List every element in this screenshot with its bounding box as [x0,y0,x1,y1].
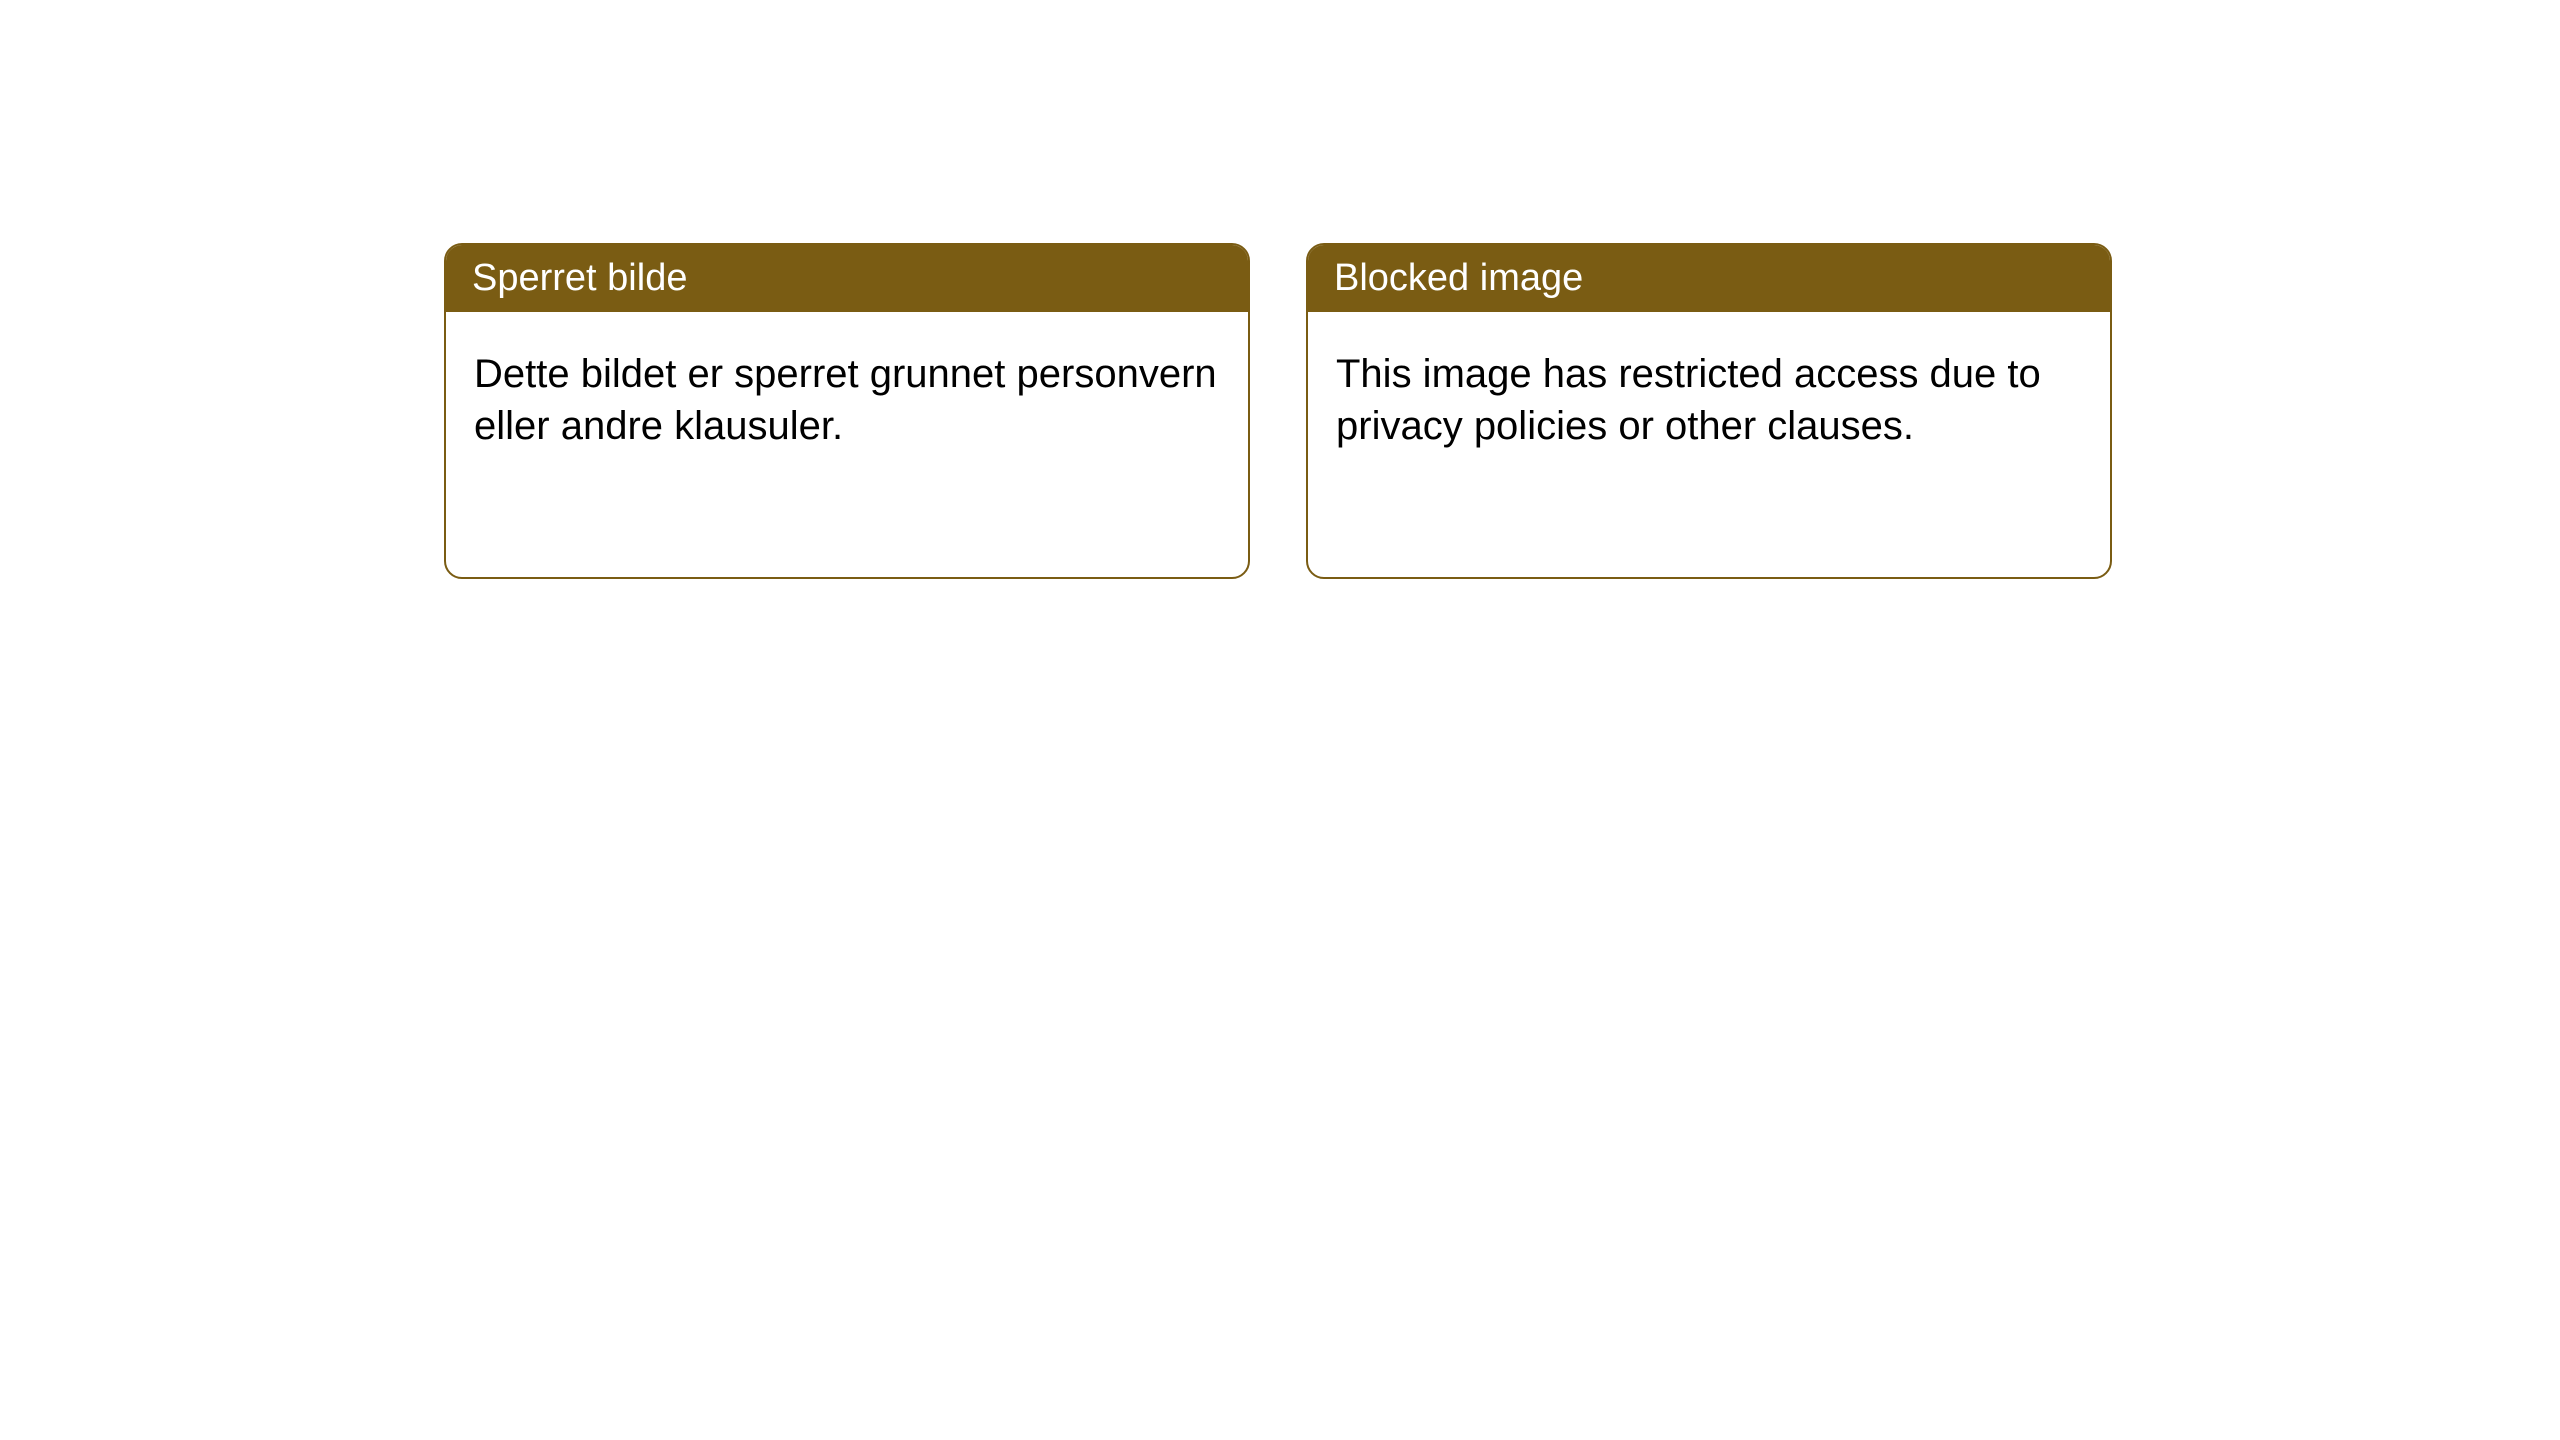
card-body-text: This image has restricted access due to … [1336,352,2041,448]
card-body: Dette bildet er sperret grunnet personve… [446,312,1248,488]
card-body: This image has restricted access due to … [1308,312,2110,488]
card-title: Blocked image [1334,257,1583,299]
card-header: Blocked image [1308,245,2110,312]
notice-card-norwegian: Sperret bilde Dette bildet er sperret gr… [444,243,1250,579]
card-header: Sperret bilde [446,245,1248,312]
notice-card-english: Blocked image This image has restricted … [1306,243,2112,579]
card-title: Sperret bilde [472,257,687,299]
card-body-text: Dette bildet er sperret grunnet personve… [474,352,1217,448]
notice-container: Sperret bilde Dette bildet er sperret gr… [0,0,2560,579]
